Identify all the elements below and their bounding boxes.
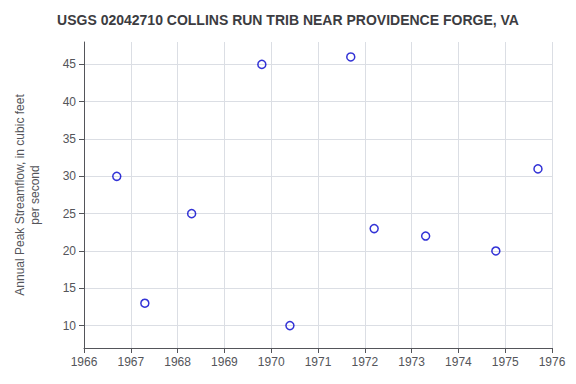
- svg-text:1971: 1971: [305, 355, 332, 369]
- svg-text:1972: 1972: [351, 355, 378, 369]
- svg-text:1975: 1975: [492, 355, 519, 369]
- svg-text:1968: 1968: [164, 355, 191, 369]
- svg-text:1969: 1969: [211, 355, 238, 369]
- svg-text:Annual Peak Streamflow, in cub: Annual Peak Streamflow, in cubic feet: [13, 94, 27, 296]
- svg-text:1976: 1976: [539, 355, 566, 369]
- svg-text:USGS 02042710 COLLINS RUN TRIB: USGS 02042710 COLLINS RUN TRIB NEAR PROV…: [57, 12, 519, 28]
- svg-text:1973: 1973: [398, 355, 425, 369]
- svg-text:25: 25: [63, 207, 77, 221]
- svg-text:per second: per second: [28, 165, 42, 224]
- svg-text:35: 35: [63, 132, 77, 146]
- svg-text:15: 15: [63, 281, 77, 295]
- svg-text:1966: 1966: [71, 355, 98, 369]
- svg-text:30: 30: [63, 169, 77, 183]
- svg-text:20: 20: [63, 244, 77, 258]
- svg-text:10: 10: [63, 319, 77, 333]
- svg-text:45: 45: [63, 57, 77, 71]
- svg-text:1974: 1974: [445, 355, 472, 369]
- svg-text:40: 40: [63, 95, 77, 109]
- svg-text:1967: 1967: [117, 355, 144, 369]
- svg-text:1970: 1970: [258, 355, 285, 369]
